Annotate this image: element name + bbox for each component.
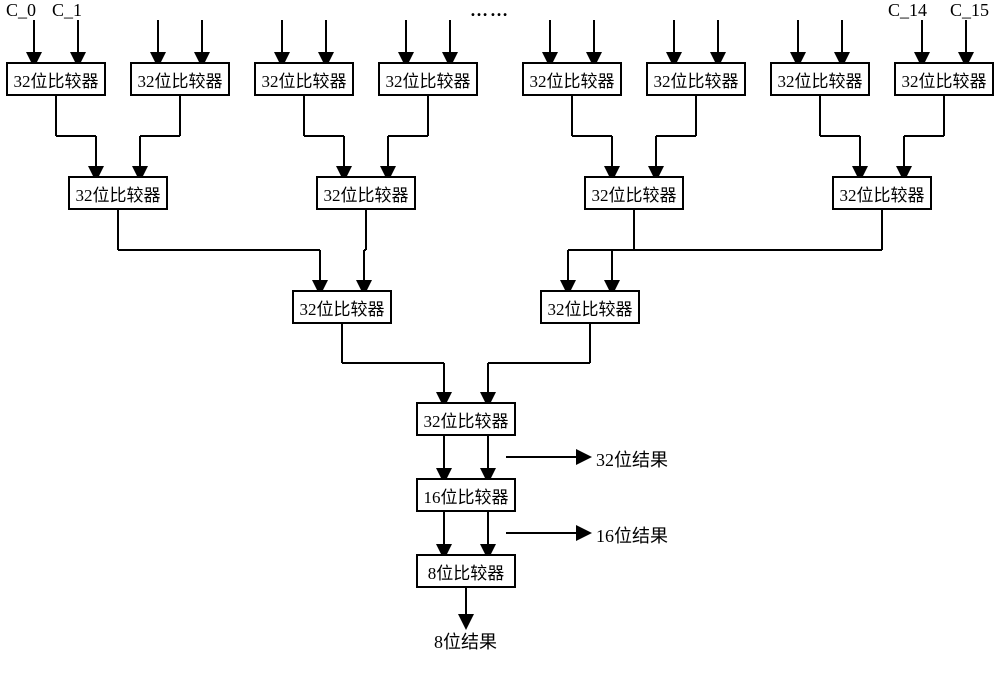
comparator-l2-0: 32位比较器 bbox=[292, 290, 392, 324]
input-label-3: C_15 bbox=[950, 0, 989, 21]
comparator-l4: 16位比较器 bbox=[416, 478, 516, 512]
comparator-l0-6: 32位比较器 bbox=[770, 62, 870, 96]
ellipsis: …… bbox=[470, 0, 510, 21]
comparator-l3: 32位比较器 bbox=[416, 402, 516, 436]
comparator-l1-1: 32位比较器 bbox=[316, 176, 416, 210]
comparator-l0-4: 32位比较器 bbox=[522, 62, 622, 96]
comparator-l0-3: 32位比较器 bbox=[378, 62, 478, 96]
input-label-1: C_1 bbox=[52, 0, 82, 21]
comparator-l0-7: 32位比较器 bbox=[894, 62, 994, 96]
comparator-l0-1: 32位比较器 bbox=[130, 62, 230, 96]
comparator-l2-1: 32位比较器 bbox=[540, 290, 640, 324]
comparator-l1-0: 32位比较器 bbox=[68, 176, 168, 210]
comparator-l0-2: 32位比较器 bbox=[254, 62, 354, 96]
comparator-l1-3: 32位比较器 bbox=[832, 176, 932, 210]
result-32: 32位结果 bbox=[596, 446, 668, 472]
input-label-2: C_14 bbox=[888, 0, 927, 21]
comparator-l5: 8位比较器 bbox=[416, 554, 516, 588]
comparator-l0-0: 32位比较器 bbox=[6, 62, 106, 96]
comparator-l1-2: 32位比较器 bbox=[584, 176, 684, 210]
result-16: 16位结果 bbox=[596, 522, 668, 548]
result-8: 8位结果 bbox=[434, 628, 497, 654]
comparator-l0-5: 32位比较器 bbox=[646, 62, 746, 96]
input-label-0: C_0 bbox=[6, 0, 36, 21]
